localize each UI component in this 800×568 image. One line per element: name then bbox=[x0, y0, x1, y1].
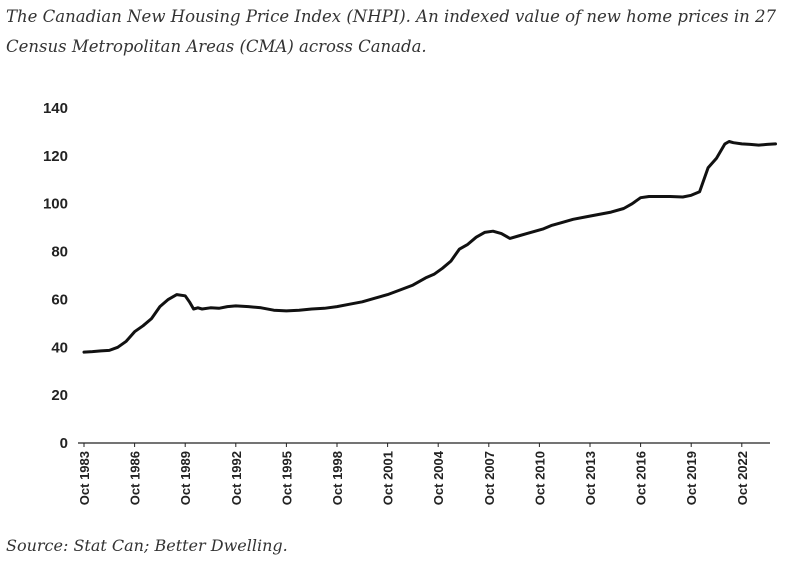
x-tick-label: Oct 2001 bbox=[381, 451, 396, 505]
x-tick-label: Oct 2007 bbox=[482, 451, 497, 505]
x-tick-label: Oct 2013 bbox=[583, 451, 598, 505]
x-tick-label: Oct 1989 bbox=[178, 451, 193, 505]
x-tick-label: Oct 2016 bbox=[634, 451, 649, 505]
source-note: Source: Stat Can; Better Dwelling. bbox=[6, 536, 288, 555]
y-axis-ticks: 0 20 40 60 80 100 120 140 bbox=[43, 100, 68, 452]
x-tick-label: Oct 2010 bbox=[532, 451, 547, 505]
x-tick-label: Oct 2019 bbox=[684, 451, 699, 505]
y-tick-label: 0 bbox=[60, 435, 68, 452]
y-tick-label: 100 bbox=[43, 196, 68, 213]
y-tick-label: 40 bbox=[51, 339, 68, 356]
nhpi-series-line bbox=[82, 140, 777, 354]
chart-title: The Canadian New Housing Price Index (NH… bbox=[6, 7, 776, 56]
x-tick-label: Oct 1983 bbox=[77, 451, 92, 505]
x-tick-label: Oct 1998 bbox=[330, 451, 345, 505]
x-tick-label: Oct 1986 bbox=[128, 451, 143, 505]
y-tick-label: 20 bbox=[51, 387, 68, 404]
x-tick-label: Oct 1995 bbox=[279, 451, 294, 505]
x-tick-label: Oct 1992 bbox=[229, 451, 244, 505]
y-tick-label: 140 bbox=[43, 100, 68, 117]
x-axis-ticks: Oct 1983 Oct 1986 Oct 1989 Oct 1992 Oct 1995… bbox=[77, 443, 750, 505]
x-tick-label: Oct 2022 bbox=[735, 451, 750, 505]
x-tick-label: Oct 2004 bbox=[431, 450, 446, 505]
y-tick-label: 80 bbox=[51, 244, 68, 261]
y-tick-label: 120 bbox=[43, 148, 68, 165]
y-tick-label: 60 bbox=[51, 291, 68, 308]
